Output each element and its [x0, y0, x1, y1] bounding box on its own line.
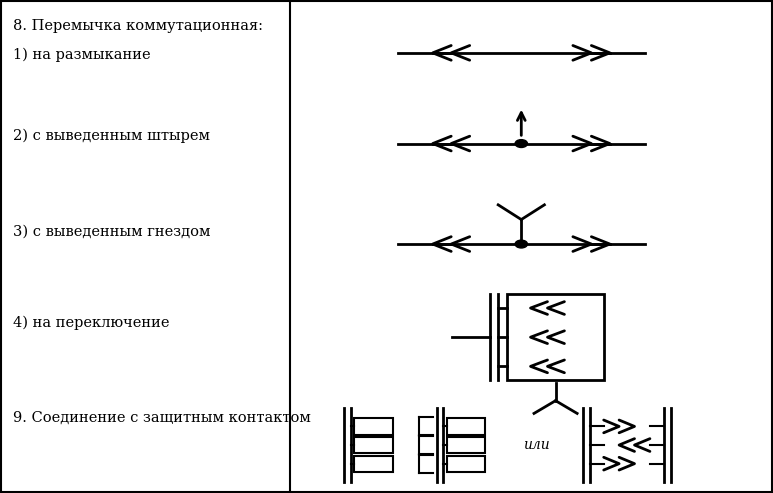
Circle shape	[515, 140, 527, 147]
Bar	[354, 456, 393, 472]
Text: 8. Перемычка коммутационная:: 8. Перемычка коммутационная:	[13, 19, 263, 33]
Bar	[447, 437, 485, 453]
Bar	[447, 419, 485, 434]
Text: 3) с выведенным гнездом: 3) с выведенным гнездом	[13, 224, 210, 239]
Text: 2) с выведенным штырем: 2) с выведенным штырем	[13, 129, 210, 143]
Text: 9. Соединение с защитным контактом: 9. Соединение с защитным контактом	[13, 411, 311, 425]
Text: или: или	[523, 438, 550, 452]
Bar	[447, 456, 485, 472]
Bar	[507, 294, 604, 380]
Text: 1) на размыкание: 1) на размыкание	[13, 48, 151, 62]
Text: 4) на переключение: 4) на переключение	[13, 315, 169, 329]
Bar	[354, 419, 393, 434]
Bar	[354, 437, 393, 453]
Circle shape	[515, 240, 527, 248]
